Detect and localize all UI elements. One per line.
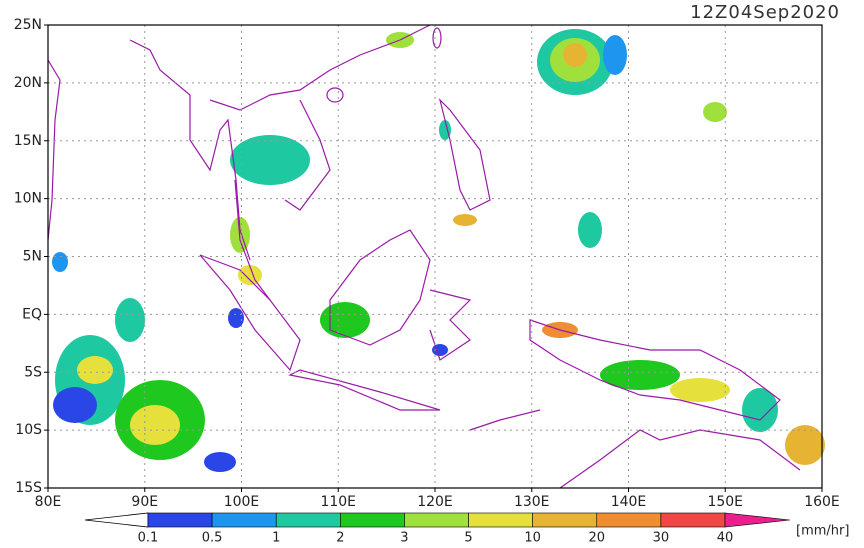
precip-area — [439, 120, 451, 140]
lat-tick-label: 15S — [15, 480, 42, 496]
lat-tick-label: 10S — [15, 422, 42, 438]
colorbar-label: 30 — [653, 531, 670, 545]
lon-tick-label: 90E — [131, 494, 158, 510]
colorbar-label: 0.5 — [202, 531, 223, 545]
precip-area — [453, 214, 477, 226]
colorbar-box — [596, 512, 662, 528]
precip-area — [603, 35, 627, 75]
colorbar-box — [468, 512, 533, 528]
lat-tick-label: EQ — [22, 306, 42, 322]
lon-tick-label: 80E — [35, 494, 62, 510]
colorbar-label: 1 — [272, 531, 280, 545]
map-title: 12Z04Sep2020 — [690, 2, 840, 23]
colorbar-box — [532, 512, 598, 528]
lon-tick-label: 100E — [224, 494, 260, 510]
precip-area — [77, 356, 113, 384]
precip-area — [320, 302, 370, 338]
map-frame — [47, 24, 823, 489]
coastline — [326, 87, 344, 103]
coastline — [129, 39, 251, 261]
lon-tick-label: 120E — [417, 494, 453, 510]
coastline — [209, 24, 431, 111]
coastlines — [47, 24, 801, 489]
coastline — [559, 429, 801, 489]
lat-tick-label: 10N — [14, 191, 42, 207]
lat-tick-label: 5S — [24, 364, 42, 380]
colorbar-unit: [mm/hr] — [796, 524, 849, 539]
lat-tick-label: 20N — [14, 75, 42, 91]
lon-tick-label: 150E — [707, 494, 743, 510]
lat-tick-label: 15N — [14, 133, 42, 149]
precip-area — [785, 425, 825, 465]
colorbar-label: 2 — [336, 531, 344, 545]
precip-area — [432, 344, 448, 356]
coastline — [429, 289, 472, 361]
coastline — [329, 229, 431, 346]
lon-tick-label: 140E — [611, 494, 647, 510]
precip-area — [204, 452, 236, 472]
colorbar-label: 0.1 — [138, 531, 159, 545]
lon-tick-label: 110E — [320, 494, 356, 510]
lat-tick-label: 25N — [14, 17, 42, 33]
colorbar-box — [660, 512, 726, 528]
colorbar-label: 40 — [717, 531, 734, 545]
precip-area — [670, 378, 730, 402]
lon-tick-label: 160E — [804, 494, 840, 510]
colorbar: 0.1 0.5 1 2 3 5 10 20 30 40 [mm/hr] — [84, 512, 849, 546]
precip-area — [53, 387, 97, 423]
precip-area — [230, 135, 310, 185]
coastline — [199, 254, 301, 372]
lat-tick-label: 5N — [23, 249, 42, 265]
coastline — [234, 179, 271, 301]
precip-area — [238, 265, 262, 285]
precip-area — [600, 360, 680, 390]
coastline — [284, 99, 331, 211]
precip-area — [52, 252, 68, 272]
coastline — [469, 409, 541, 431]
coastline — [529, 319, 781, 421]
coastline — [438, 98, 491, 211]
precip-area — [703, 102, 727, 122]
colorbar-over — [724, 512, 791, 528]
coastline — [288, 369, 441, 411]
colorbar-label: 3 — [400, 531, 408, 545]
precip-area — [130, 405, 180, 445]
precip-area — [115, 298, 145, 342]
coastline — [47, 59, 61, 241]
precip-area — [578, 212, 602, 248]
precipitation-field — [52, 29, 825, 472]
precip-area — [563, 43, 587, 67]
colorbar-box — [404, 512, 469, 528]
coastline — [432, 27, 442, 49]
colorbar-label: 20 — [589, 531, 606, 545]
colorbar-box — [147, 512, 213, 528]
colorbar-box — [275, 512, 341, 528]
colorbar-label: 5 — [464, 531, 472, 545]
colorbar-box — [211, 512, 277, 528]
colorbar-label: 10 — [524, 531, 541, 545]
precip-area — [742, 388, 778, 432]
lon-tick-label: 130E — [514, 494, 550, 510]
precip-area — [228, 308, 244, 328]
colorbar-under — [84, 512, 149, 528]
colorbar-box — [340, 512, 405, 528]
